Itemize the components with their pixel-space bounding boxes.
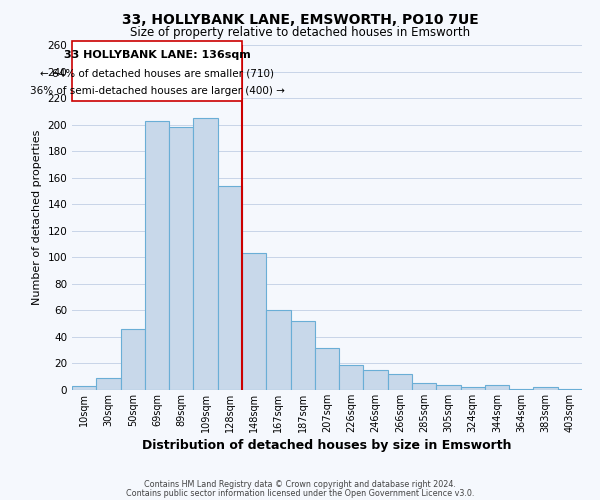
Text: Contains public sector information licensed under the Open Government Licence v3: Contains public sector information licen… <box>126 488 474 498</box>
Text: ← 64% of detached houses are smaller (710): ← 64% of detached houses are smaller (71… <box>40 68 274 78</box>
Text: 33, HOLLYBANK LANE, EMSWORTH, PO10 7UE: 33, HOLLYBANK LANE, EMSWORTH, PO10 7UE <box>122 12 478 26</box>
Bar <box>290 321 315 390</box>
Bar <box>436 384 461 390</box>
FancyBboxPatch shape <box>72 41 242 100</box>
Y-axis label: Number of detached properties: Number of detached properties <box>32 130 42 305</box>
Bar <box>96 378 121 390</box>
Bar <box>266 310 290 390</box>
Bar <box>145 120 169 390</box>
X-axis label: Distribution of detached houses by size in Emsworth: Distribution of detached houses by size … <box>142 439 512 452</box>
Text: Size of property relative to detached houses in Emsworth: Size of property relative to detached ho… <box>130 26 470 39</box>
Bar <box>242 254 266 390</box>
Bar <box>315 348 339 390</box>
Bar <box>485 384 509 390</box>
Bar <box>121 329 145 390</box>
Bar <box>558 388 582 390</box>
Bar <box>461 388 485 390</box>
Text: Contains HM Land Registry data © Crown copyright and database right 2024.: Contains HM Land Registry data © Crown c… <box>144 480 456 489</box>
Bar <box>339 365 364 390</box>
Bar <box>218 186 242 390</box>
Bar <box>193 118 218 390</box>
Bar <box>72 386 96 390</box>
Text: 36% of semi-detached houses are larger (400) →: 36% of semi-detached houses are larger (… <box>29 86 284 96</box>
Bar <box>364 370 388 390</box>
Bar <box>412 384 436 390</box>
Bar <box>533 388 558 390</box>
Text: 33 HOLLYBANK LANE: 136sqm: 33 HOLLYBANK LANE: 136sqm <box>64 50 250 60</box>
Bar <box>388 374 412 390</box>
Bar <box>169 128 193 390</box>
Bar <box>509 388 533 390</box>
